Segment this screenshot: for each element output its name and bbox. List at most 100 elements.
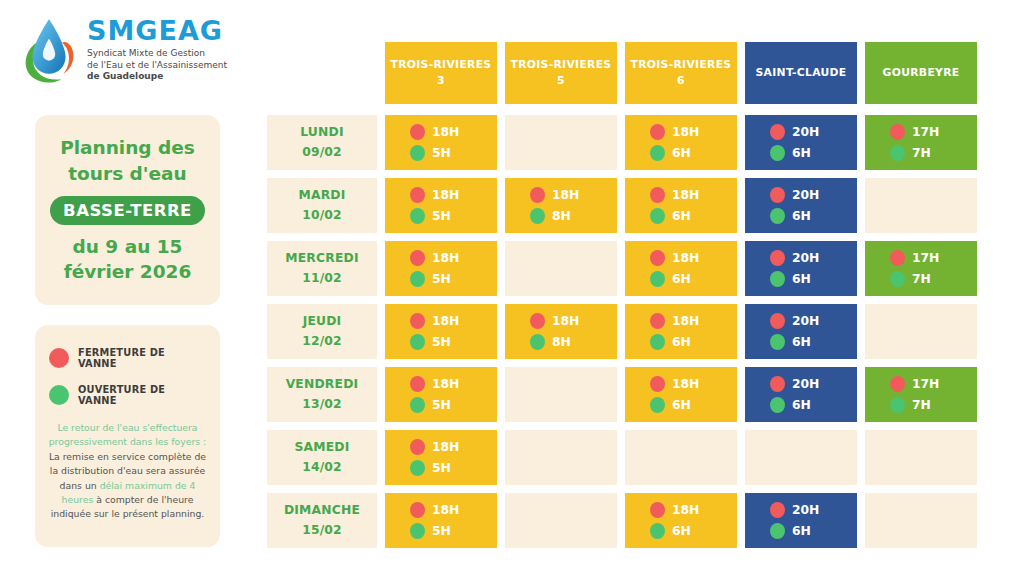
- title-line-1: Planning des: [60, 135, 195, 161]
- close-time-row: 18H: [410, 439, 472, 455]
- column-header-sub: 3: [437, 73, 445, 89]
- valve-open-icon: [530, 334, 545, 350]
- schedule-cell-empty: [865, 178, 977, 233]
- open-time: 6H: [792, 335, 811, 349]
- valve-close-icon: [890, 376, 905, 392]
- column-header-saint-claude: SAINT-CLAUDE: [745, 42, 857, 104]
- schedule-cell-empty: [505, 367, 617, 422]
- close-time: 18H: [432, 503, 459, 517]
- column-header-trois-rivieres-3: TROIS-RIVIERES3: [385, 42, 497, 104]
- close-time: 18H: [432, 377, 459, 391]
- valve-close-icon: [650, 376, 665, 392]
- close-time-row: 20H: [770, 187, 832, 203]
- title-line-4: février 2026: [64, 259, 192, 285]
- close-time: 18H: [432, 251, 459, 265]
- open-time-row: 5H: [410, 460, 472, 476]
- close-time-row: 18H: [530, 313, 592, 329]
- logo-name: SMGEAG: [87, 17, 227, 44]
- close-time: 20H: [792, 377, 819, 391]
- close-time: 20H: [792, 125, 819, 139]
- close-time-row: 18H: [410, 187, 472, 203]
- valve-open-icon: [770, 271, 785, 287]
- day-name: SAMEDI: [295, 438, 350, 457]
- table-body: LUNDI09/0218H5H18H6H20H6H17H7HMARDI10/02…: [267, 115, 977, 548]
- valve-open-icon: [650, 271, 665, 287]
- schedule-cell-empty: [865, 493, 977, 548]
- column-header-sub: 6: [677, 73, 685, 89]
- schedule-cell: 17H7H: [865, 115, 977, 170]
- close-time-row: 18H: [410, 502, 472, 518]
- valve-close-icon: [410, 376, 425, 392]
- close-time: 20H: [792, 251, 819, 265]
- valve-open-icon: [410, 334, 425, 350]
- schedule-cell: 18H 6H: [625, 493, 737, 548]
- header-spacer: [267, 42, 377, 104]
- open-time-row: 8H: [530, 334, 592, 350]
- valve-open-icon: [650, 397, 665, 413]
- close-time: 18H: [672, 503, 699, 517]
- close-time: 17H: [912, 251, 939, 265]
- schedule-cell: 20H6H: [745, 367, 857, 422]
- close-time: 18H: [672, 125, 699, 139]
- valve-close-icon: [410, 439, 425, 455]
- close-time: 17H: [912, 377, 939, 391]
- close-time: 20H: [792, 503, 819, 517]
- valve-open-icon: [49, 385, 69, 405]
- schedule-cell: 18H5H: [385, 241, 497, 296]
- valve-open-icon: [890, 271, 905, 287]
- schedule-cell: 18H5H: [385, 493, 497, 548]
- close-time: 18H: [432, 440, 459, 454]
- schedule-table: TROIS-RIVIERES3TROIS-RIVIERES5TROIS-RIVI…: [267, 42, 977, 548]
- close-time-row: 18H: [650, 250, 712, 266]
- open-time: 5H: [432, 398, 451, 412]
- title-line-2: tours d'eau: [68, 161, 186, 187]
- schedule-cell: 18H6H: [625, 178, 737, 233]
- valve-close-icon: [770, 376, 785, 392]
- open-time: 6H: [672, 524, 691, 538]
- open-time: 6H: [672, 146, 691, 160]
- valve-open-icon: [650, 208, 665, 224]
- close-time-row: 18H: [650, 376, 712, 392]
- valve-close-icon: [410, 187, 425, 203]
- day-date: 11/02: [302, 269, 342, 288]
- open-time: 5H: [432, 146, 451, 160]
- open-time-row: 6H: [650, 145, 712, 161]
- day-name: JEUDI: [303, 312, 342, 331]
- open-time-row: 5H: [410, 271, 472, 287]
- open-time: 6H: [792, 524, 811, 538]
- open-time-row: 5H: [410, 397, 472, 413]
- close-time-row: 20H: [770, 250, 832, 266]
- valve-close-icon: [770, 502, 785, 518]
- column-header-sub: 5: [557, 73, 565, 89]
- day-date: 15/02: [302, 521, 342, 540]
- open-time-row: 6H: [650, 334, 712, 350]
- valve-close-icon: [530, 313, 545, 329]
- valve-close-icon: [650, 124, 665, 140]
- schedule-cell: 18H5H: [385, 115, 497, 170]
- close-time-row: 17H: [890, 250, 952, 266]
- valve-open-icon: [650, 145, 665, 161]
- schedule-cell: 18H5H: [385, 178, 497, 233]
- open-time-row: 6H: [770, 271, 832, 287]
- schedule-cell-empty: [625, 430, 737, 485]
- open-time: 6H: [672, 398, 691, 412]
- valve-open-icon: [770, 145, 785, 161]
- water-drop-icon: [18, 6, 80, 96]
- close-time: 18H: [672, 188, 699, 202]
- valve-close-icon: [650, 187, 665, 203]
- close-time-row: 18H: [410, 124, 472, 140]
- open-time-row: 6H: [650, 523, 712, 539]
- open-time: 7H: [912, 398, 931, 412]
- schedule-cell: 20H 6H: [745, 304, 857, 359]
- open-time-row: 5H: [410, 334, 472, 350]
- close-time-row: 18H: [530, 187, 592, 203]
- close-time-row: 20H: [770, 124, 832, 140]
- close-time: 20H: [792, 314, 819, 328]
- column-header-gourbeyre: GOURBEYRE: [865, 42, 977, 104]
- valve-close-icon: [650, 313, 665, 329]
- logo-tagline: Syndicat Mixte de Gestion de l'Eau et de…: [87, 48, 227, 83]
- schedule-cell: 18H 5H: [385, 367, 497, 422]
- schedule-cell-empty: [505, 493, 617, 548]
- day-cell-samedi: SAMEDI14/02: [267, 430, 377, 485]
- open-time: 6H: [672, 272, 691, 286]
